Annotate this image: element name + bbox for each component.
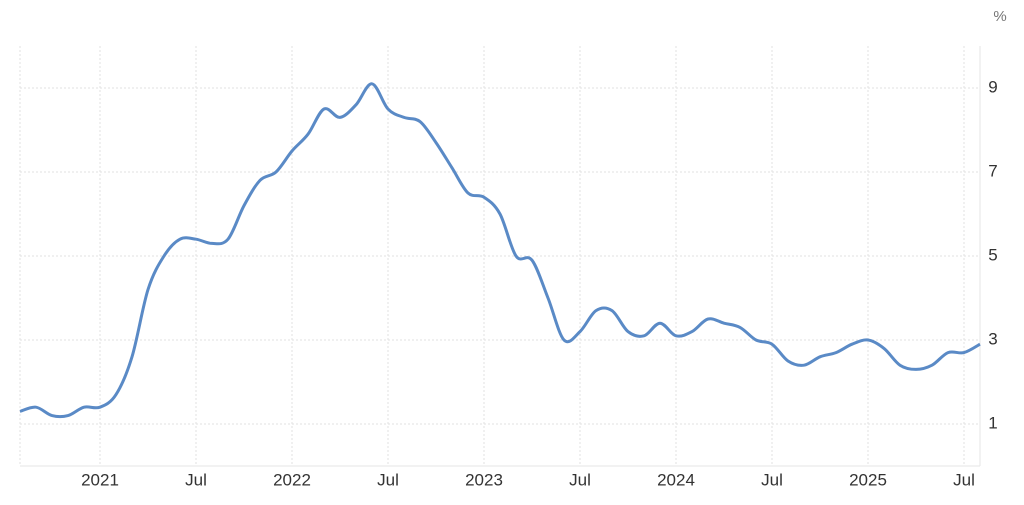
x-tick-label: 2022 bbox=[273, 470, 311, 489]
y-tick-label: 9 bbox=[988, 77, 997, 96]
x-tick-label: Jul bbox=[569, 470, 591, 489]
x-tick-label: Jul bbox=[761, 470, 783, 489]
y-tick-label: 7 bbox=[988, 161, 997, 180]
y-tick-label: 5 bbox=[988, 245, 997, 264]
y-tick-label: 1 bbox=[988, 413, 997, 432]
x-tick-label: Jul bbox=[953, 470, 975, 489]
line bbox=[19, 82, 981, 419]
x-tick-label: 2023 bbox=[465, 470, 503, 489]
x-tick-label: 2025 bbox=[849, 470, 887, 489]
x-tick-label: 2021 bbox=[81, 470, 119, 489]
x-tick-label: Jul bbox=[377, 470, 399, 489]
x-tick-label: Jul bbox=[185, 470, 207, 489]
y-tick-label: 3 bbox=[988, 329, 997, 348]
y-unit: % bbox=[993, 8, 1006, 25]
x-tick-label: 2024 bbox=[657, 470, 695, 489]
